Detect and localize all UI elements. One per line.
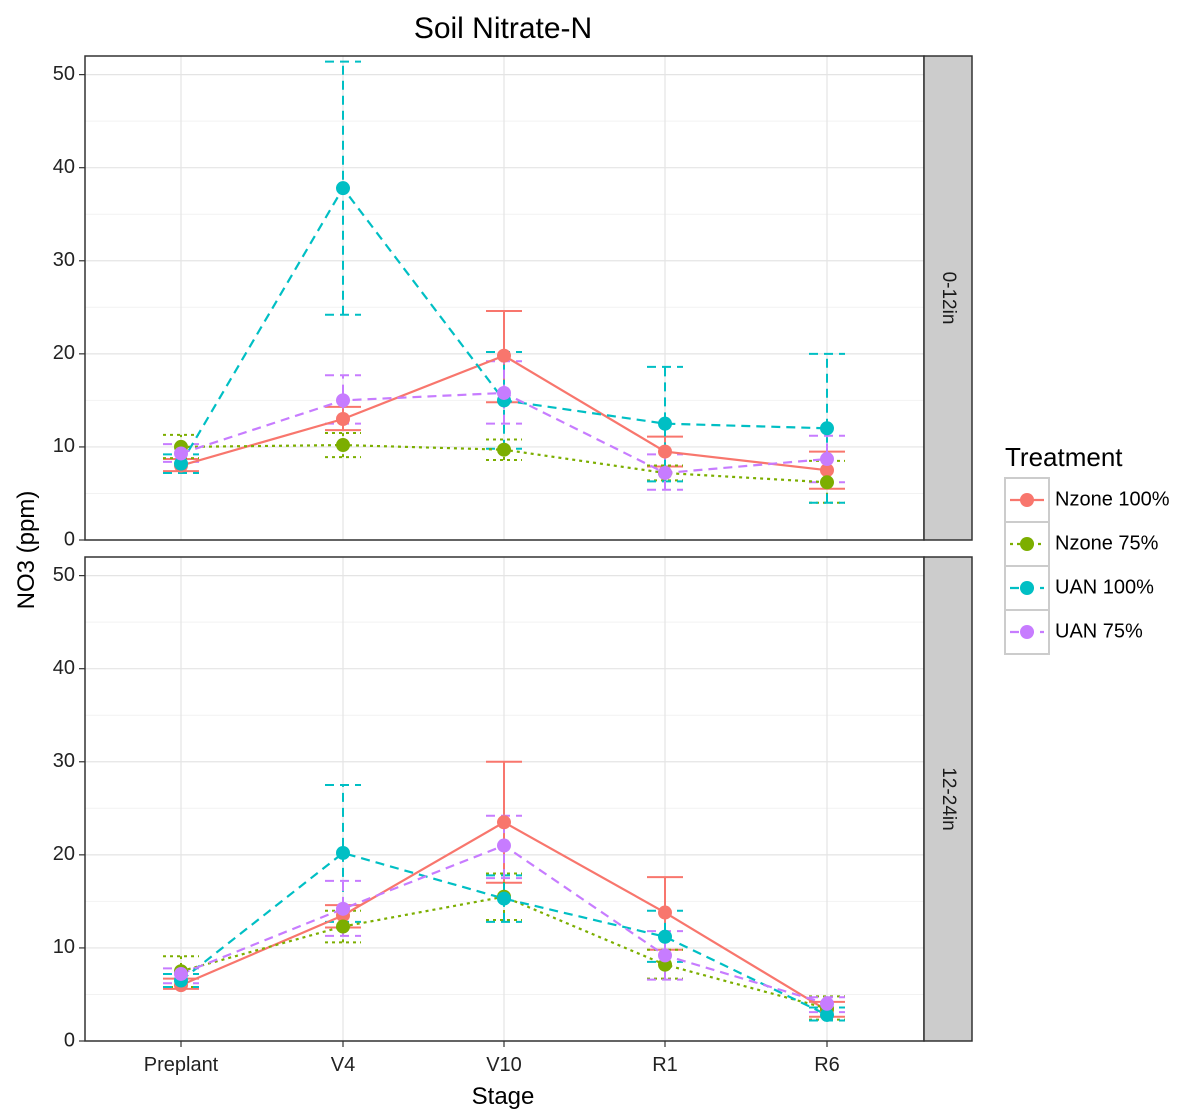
data-point bbox=[820, 463, 834, 478]
y-axis-label: NO3 (ppm) bbox=[13, 491, 40, 610]
error-bar bbox=[486, 438, 522, 461]
legend-item: Nzone 75% bbox=[1004, 521, 1159, 567]
facet-panel-12-24in: 12-24in 0 10 20 30 40 50 bbox=[53, 556, 973, 1051]
y-tick-label: 10 bbox=[53, 936, 75, 958]
data-point bbox=[497, 838, 511, 853]
data-point bbox=[174, 966, 188, 981]
legend: Treatment Nzone 100% Nzone 75% UAN 100% UAN… bbox=[1004, 442, 1170, 655]
facet-panel-0-12in: 0-12in 0 10 20 30 40 50 bbox=[53, 55, 973, 550]
facet-strip bbox=[923, 55, 973, 541]
data-point bbox=[658, 948, 672, 963]
error-bar bbox=[809, 352, 845, 504]
data-point bbox=[497, 348, 511, 363]
y-tick-label: 0 bbox=[64, 528, 75, 550]
y-tick-label: 10 bbox=[53, 435, 75, 457]
error-bar bbox=[325, 879, 361, 937]
legend-item: UAN 75% bbox=[1004, 609, 1143, 655]
y-tick-label: 40 bbox=[53, 156, 75, 178]
y-tick-label: 20 bbox=[53, 843, 75, 865]
data-point bbox=[497, 442, 511, 457]
plot-area bbox=[163, 760, 845, 1022]
data-point bbox=[658, 416, 672, 431]
data-point bbox=[336, 438, 350, 453]
y-tick-label: 50 bbox=[53, 63, 75, 85]
legend-title: Treatment bbox=[1005, 442, 1123, 472]
facet-strip-label: 0-12in bbox=[938, 272, 959, 325]
data-point bbox=[820, 996, 834, 1011]
y-tick-label: 40 bbox=[53, 657, 75, 679]
y-tick-label: 0 bbox=[64, 1029, 75, 1051]
data-point bbox=[820, 475, 834, 490]
y-tick-label: 50 bbox=[53, 564, 75, 586]
legend-key-point bbox=[1020, 537, 1034, 551]
data-point bbox=[658, 905, 672, 920]
data-point bbox=[336, 919, 350, 934]
x-tick-label: V4 bbox=[331, 1054, 355, 1076]
legend-key-point bbox=[1020, 625, 1034, 639]
legend-label: Nzone 75% bbox=[1055, 532, 1159, 554]
data-point bbox=[336, 181, 350, 196]
legend-label: Nzone 100% bbox=[1055, 488, 1170, 510]
y-tick-label: 20 bbox=[53, 342, 75, 364]
data-point bbox=[497, 815, 511, 830]
x-tick-label: V10 bbox=[486, 1054, 522, 1076]
x-tick-label: Preplant bbox=[144, 1054, 219, 1076]
data-point bbox=[658, 444, 672, 459]
data-point bbox=[336, 901, 350, 916]
data-point bbox=[820, 1007, 834, 1022]
data-point bbox=[497, 891, 511, 906]
data-point bbox=[174, 456, 188, 471]
legend-item: UAN 100% bbox=[1004, 565, 1154, 611]
facet-strip-label: 12-24in bbox=[938, 767, 959, 830]
x-tick-label: R6 bbox=[814, 1054, 840, 1076]
data-point bbox=[658, 465, 672, 480]
data-point bbox=[658, 929, 672, 944]
y-tick-label: 30 bbox=[53, 249, 75, 271]
y-tick-label: 30 bbox=[53, 750, 75, 772]
legend-label: UAN 100% bbox=[1055, 576, 1154, 598]
legend-key-point bbox=[1020, 493, 1034, 507]
series-line bbox=[180, 851, 828, 1016]
legend-key-point bbox=[1020, 581, 1034, 595]
data-point bbox=[497, 385, 511, 400]
data-point bbox=[820, 421, 834, 436]
x-axis-label: Stage bbox=[472, 1083, 535, 1110]
data-point bbox=[174, 446, 188, 461]
plot-area bbox=[163, 60, 845, 504]
data-point bbox=[820, 452, 834, 467]
facet-strip bbox=[923, 556, 973, 1042]
error-bar bbox=[325, 431, 361, 459]
chart-title: Soil Nitrate-N bbox=[414, 12, 592, 45]
data-point bbox=[336, 845, 350, 860]
data-point bbox=[336, 393, 350, 408]
legend-item: Nzone 100% bbox=[1004, 477, 1170, 523]
data-point bbox=[336, 412, 350, 426]
error-bar bbox=[163, 433, 199, 460]
legend-label: UAN 75% bbox=[1055, 620, 1143, 642]
x-tick-label: R1 bbox=[652, 1054, 678, 1076]
